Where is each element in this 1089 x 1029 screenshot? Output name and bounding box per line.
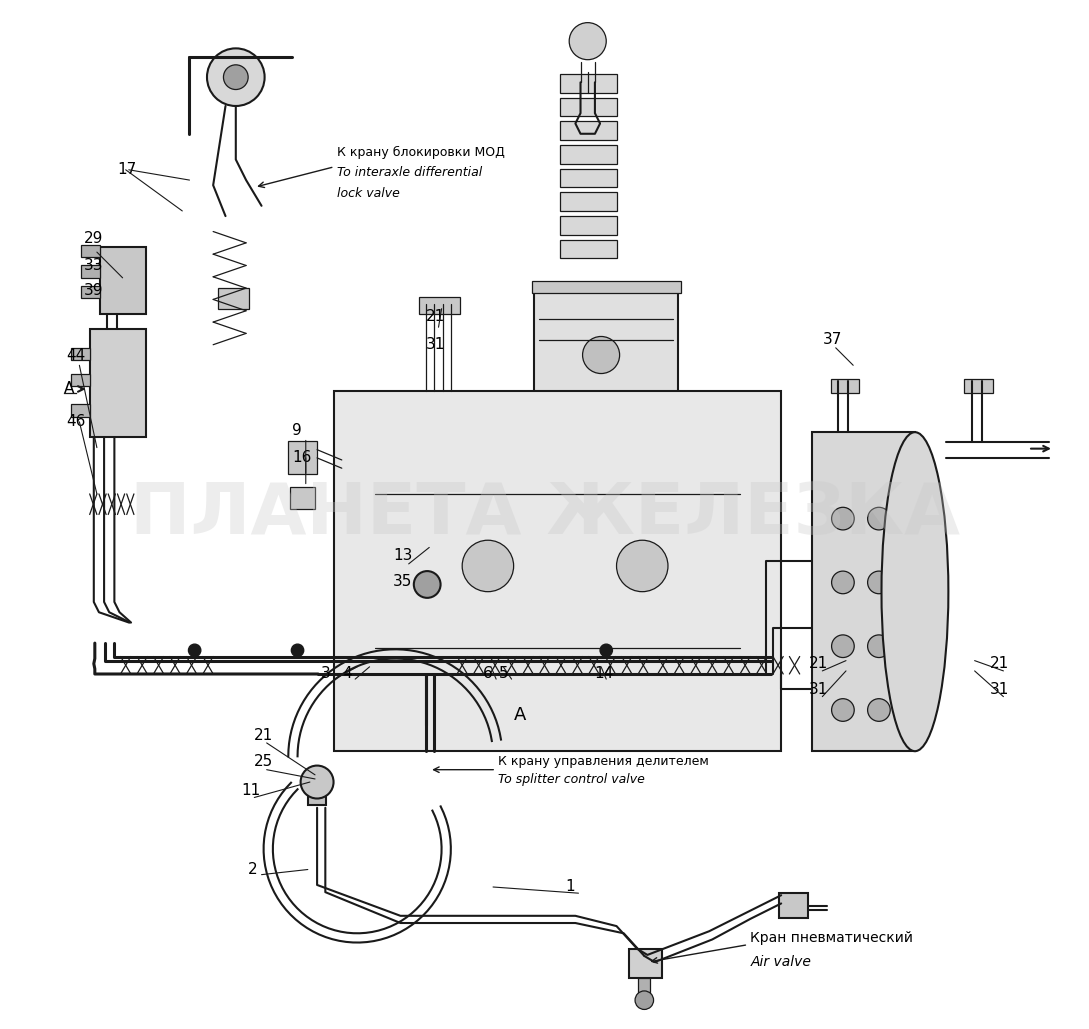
Circle shape xyxy=(414,571,441,598)
Bar xyxy=(71,348,89,360)
Circle shape xyxy=(583,336,620,374)
Bar xyxy=(291,487,315,509)
Text: 31: 31 xyxy=(809,682,829,697)
Circle shape xyxy=(868,507,890,530)
Circle shape xyxy=(462,540,514,592)
Text: 21: 21 xyxy=(809,657,829,671)
Text: 33: 33 xyxy=(84,258,103,273)
Bar xyxy=(289,441,317,474)
Bar xyxy=(89,329,146,437)
Bar xyxy=(812,432,915,751)
Text: 29: 29 xyxy=(84,232,102,246)
Bar xyxy=(333,391,781,751)
Text: A: A xyxy=(64,382,74,396)
Circle shape xyxy=(832,635,854,658)
Bar xyxy=(560,192,616,211)
Text: 1: 1 xyxy=(565,880,575,894)
Circle shape xyxy=(600,644,612,657)
Text: 21: 21 xyxy=(255,729,273,743)
Circle shape xyxy=(292,644,304,657)
Bar xyxy=(419,297,461,314)
Text: 3: 3 xyxy=(321,667,331,681)
Text: 31: 31 xyxy=(426,338,445,352)
Text: 14: 14 xyxy=(594,667,613,681)
Bar xyxy=(560,98,616,116)
Bar xyxy=(560,121,616,140)
Text: 21: 21 xyxy=(990,657,1010,671)
Bar xyxy=(831,379,859,393)
Bar xyxy=(560,216,616,235)
Text: To interaxle differential: To interaxle differential xyxy=(337,167,482,179)
Bar xyxy=(533,281,682,293)
Text: 5: 5 xyxy=(499,667,509,681)
Text: lock valve: lock valve xyxy=(337,187,400,200)
Circle shape xyxy=(868,571,890,594)
Bar xyxy=(71,374,89,386)
Text: Air valve: Air valve xyxy=(750,955,811,969)
Circle shape xyxy=(832,571,854,594)
Text: 31: 31 xyxy=(990,682,1010,697)
Bar xyxy=(100,247,146,314)
Circle shape xyxy=(223,65,248,90)
Text: To splitter control valve: To splitter control valve xyxy=(498,774,645,786)
Bar xyxy=(82,286,100,298)
Text: Кран пневматический: Кран пневматический xyxy=(750,931,914,946)
Text: A: A xyxy=(514,706,526,724)
Text: 44: 44 xyxy=(66,348,85,362)
Bar xyxy=(535,288,678,406)
Text: 25: 25 xyxy=(255,754,273,769)
Text: 9: 9 xyxy=(292,423,302,437)
Bar xyxy=(71,404,89,417)
Text: 13: 13 xyxy=(393,548,413,563)
Bar xyxy=(82,265,100,278)
Bar xyxy=(560,240,616,258)
Text: 16: 16 xyxy=(292,451,311,465)
Text: 6: 6 xyxy=(482,667,492,681)
Bar xyxy=(560,74,616,93)
Bar xyxy=(779,893,808,918)
Bar xyxy=(82,245,100,257)
Text: 46: 46 xyxy=(66,415,85,429)
Circle shape xyxy=(832,699,854,721)
Bar xyxy=(560,169,616,187)
Circle shape xyxy=(832,507,854,530)
Bar xyxy=(218,288,249,309)
Circle shape xyxy=(188,644,200,657)
Circle shape xyxy=(868,635,890,658)
Circle shape xyxy=(616,540,668,592)
Text: 2: 2 xyxy=(248,862,258,877)
Bar xyxy=(560,145,616,164)
Circle shape xyxy=(301,766,333,799)
Circle shape xyxy=(570,23,607,60)
Text: 17: 17 xyxy=(118,163,137,177)
Circle shape xyxy=(868,699,890,721)
Text: 39: 39 xyxy=(84,283,103,297)
Bar xyxy=(628,949,662,978)
Text: 4: 4 xyxy=(342,667,352,681)
Text: 11: 11 xyxy=(241,783,260,797)
Text: К крану блокировки МОД: К крану блокировки МОД xyxy=(337,146,504,158)
Text: 37: 37 xyxy=(822,332,842,347)
Ellipse shape xyxy=(881,432,949,751)
Bar xyxy=(638,978,650,993)
Text: 21: 21 xyxy=(426,310,445,324)
Circle shape xyxy=(207,48,265,106)
Circle shape xyxy=(635,991,653,1009)
Bar xyxy=(308,774,327,805)
Text: 35: 35 xyxy=(393,574,413,589)
Text: ПЛАНЕТА ЖЕЛЕЗКА: ПЛАНЕТА ЖЕЛЕЗКА xyxy=(130,480,959,549)
Text: К крану управления делителем: К крану управления делителем xyxy=(498,755,709,768)
Bar xyxy=(965,379,993,393)
